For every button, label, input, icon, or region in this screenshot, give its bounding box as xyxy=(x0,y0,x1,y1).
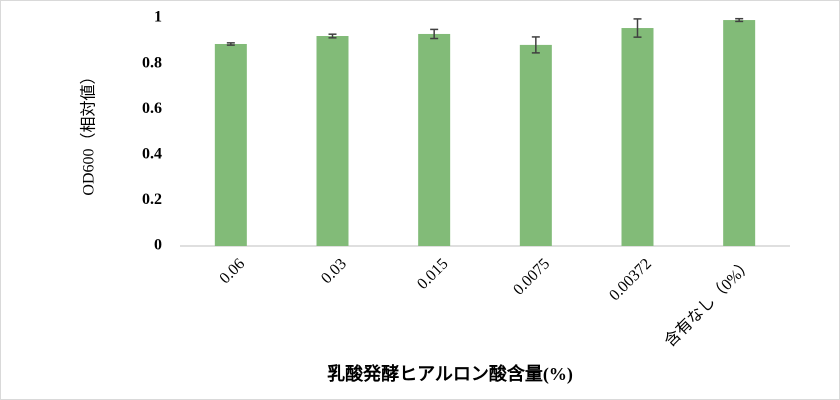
bar xyxy=(723,20,756,246)
y-tick-label: 0.4 xyxy=(142,145,162,162)
bar xyxy=(418,33,451,247)
y-tick-label: 1 xyxy=(154,9,162,26)
error-bar xyxy=(430,28,439,40)
error-bar xyxy=(328,33,337,39)
error-bar xyxy=(531,36,540,54)
bar xyxy=(316,36,349,247)
y-tick-label: 0 xyxy=(154,237,162,254)
y-tick-label: 0.2 xyxy=(142,191,162,208)
bar xyxy=(621,28,654,247)
bar xyxy=(519,44,552,247)
error-bar xyxy=(226,42,235,46)
bar xyxy=(214,43,247,246)
y-tick-label: 0.6 xyxy=(142,100,162,117)
y-axis-label: OD600（相対値） xyxy=(80,68,98,195)
error-bar xyxy=(735,17,744,23)
error-bar xyxy=(633,18,642,38)
x-axis-label: 乳酸発酵ヒアルロン酸含量(%) xyxy=(327,363,573,385)
y-tick-label: 0.8 xyxy=(142,54,162,71)
